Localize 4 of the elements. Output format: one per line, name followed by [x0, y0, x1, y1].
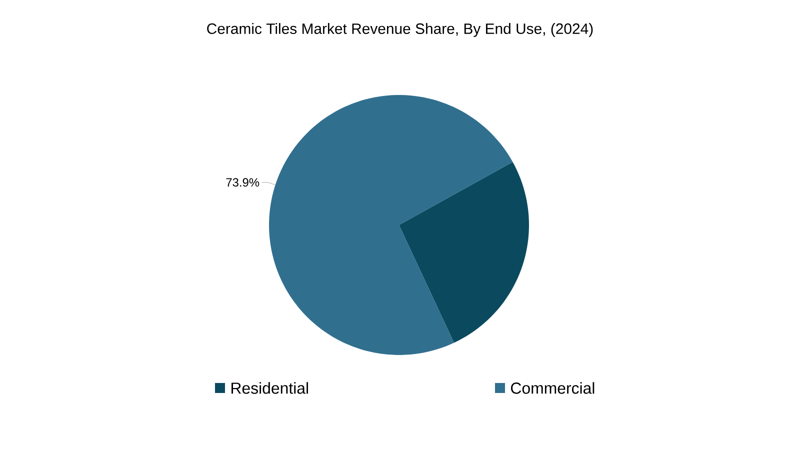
chart-title: Ceramic Tiles Market Revenue Share, By End Use, (2024): [207, 23, 593, 37]
data-label: 73.9%: [226, 178, 260, 187]
legend-label: Commercial: [511, 382, 594, 394]
legend-label: Residential: [232, 382, 308, 394]
